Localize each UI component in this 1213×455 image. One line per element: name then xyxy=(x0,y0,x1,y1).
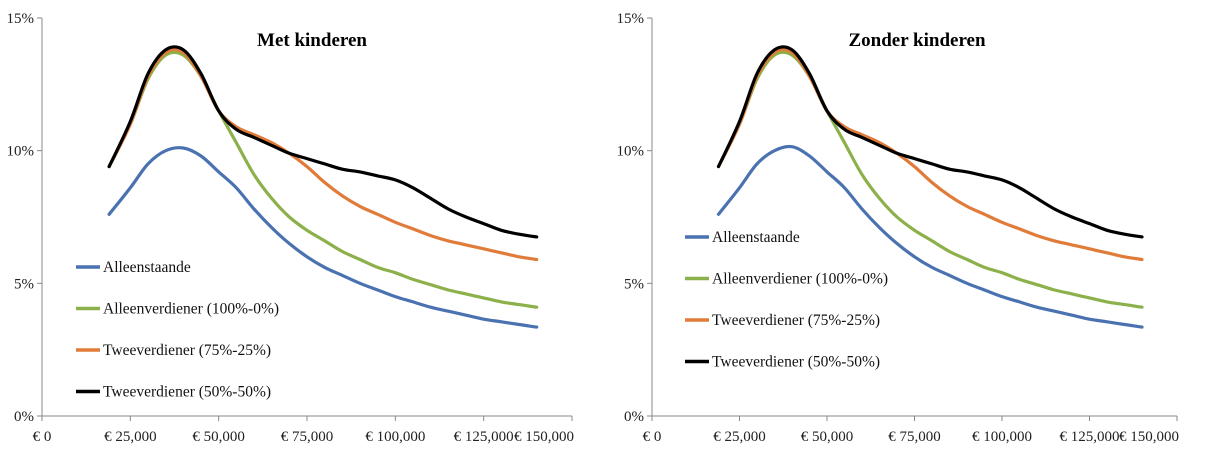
legend-entry: Alleenverdiener (100%-0%) xyxy=(103,301,279,318)
series-line-alleenstaande xyxy=(107,146,539,329)
series-line-tweeverdiener-50-50 xyxy=(107,45,539,239)
y-tick-label: 0% xyxy=(624,409,644,425)
series-line-alleenverdiener-100-0 xyxy=(107,50,539,309)
x-tick-label: € 125,000 xyxy=(454,429,514,445)
y-tick-label: 0% xyxy=(14,409,34,425)
legend-entry: Tweeverdiener (50%-50%) xyxy=(712,354,880,371)
y-tick-label: 10% xyxy=(7,144,35,160)
x-tick-label: € 25,000 xyxy=(104,429,157,445)
x-tick-label: € 50,000 xyxy=(192,429,245,445)
x-tick-label: € 100,000 xyxy=(365,429,425,445)
legend-entry: Tweeverdiener (50%-50%) xyxy=(103,384,271,401)
x-tick-label: € 125,000 xyxy=(1060,429,1120,445)
legend-entry: Alleenverdiener (100%-0%) xyxy=(712,271,888,288)
chart-met-kinderen-svg: 0% 5% 10% 15% € 0 € 25,000 € 50,000 € 75,000 € 1… xyxy=(7,11,575,445)
y-tick-label: 15% xyxy=(617,11,645,27)
legend-entry: Alleenstaande xyxy=(103,259,191,276)
x-tick-label: € 0 xyxy=(643,429,662,445)
chart-title: Met kinderen xyxy=(257,30,367,51)
series-line-tweeverdiener-75-25 xyxy=(716,47,1144,262)
chart-zonder-kinderen-svg: 0% 5% 10% 15% € 0 € 25,000 € 50,000 € 75,000 € 1… xyxy=(617,11,1180,445)
x-tick-label: € 75,000 xyxy=(888,429,941,445)
y-tick-label: 10% xyxy=(617,144,645,160)
x-tick-label: € 0 xyxy=(33,429,52,445)
series-line-alleenstaande xyxy=(716,144,1144,329)
series-line-tweeverdiener-50-50 xyxy=(716,45,1144,239)
series-line-alleenverdiener-100-0 xyxy=(716,50,1144,309)
legend-entry: Tweeverdiener (75%-25%) xyxy=(712,312,880,329)
series-line-tweeverdiener-75-25 xyxy=(107,47,539,262)
x-tick-label: € 100,000 xyxy=(972,429,1032,445)
y-tick-label: 5% xyxy=(624,276,644,292)
x-tick-label: € 150,000 xyxy=(1119,429,1179,445)
chart-zonder-kinderen: 0% 5% 10% 15% € 0 € 25,000 € 50,000 € 75,000 € 1… xyxy=(607,0,1213,455)
chart-title: Zonder kinderen xyxy=(848,30,986,51)
x-tick-label: € 75,000 xyxy=(281,429,334,445)
y-tick-label: 5% xyxy=(14,276,34,292)
chart-met-kinderen: 0% 5% 10% 15% € 0 € 25,000 € 50,000 € 75,000 € 1… xyxy=(0,0,606,455)
legend-entry: Alleenstaande xyxy=(712,229,800,246)
legend-entry: Tweeverdiener (75%-25%) xyxy=(103,342,271,359)
x-tick-label: € 50,000 xyxy=(801,429,854,445)
x-tick-label: € 25,000 xyxy=(713,429,766,445)
y-tick-label: 15% xyxy=(7,11,35,27)
x-tick-label: € 150,000 xyxy=(514,429,574,445)
